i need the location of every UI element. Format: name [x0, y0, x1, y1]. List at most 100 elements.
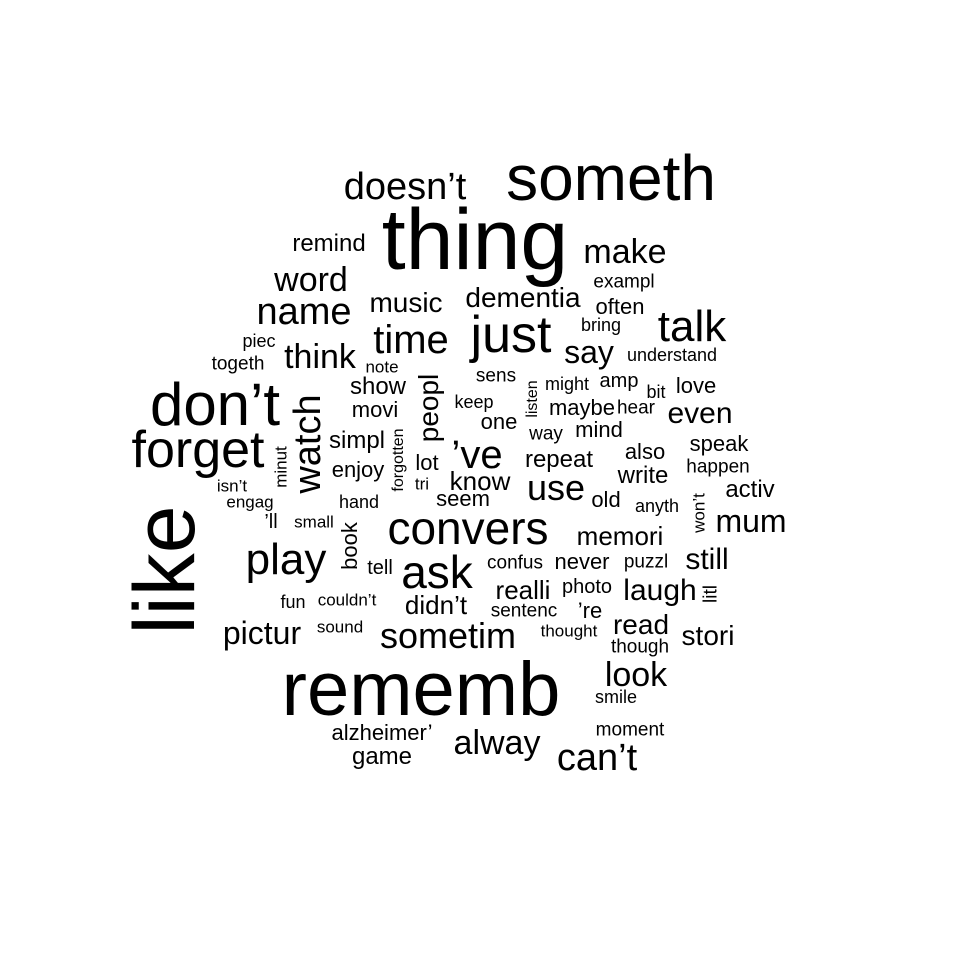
word: confus: [487, 552, 543, 574]
word: peopl: [413, 373, 444, 443]
word: remind: [292, 230, 366, 257]
word: often: [595, 294, 645, 319]
word: mind: [575, 417, 623, 442]
word: name: [256, 291, 352, 333]
word: moment: [595, 719, 665, 741]
word: play: [245, 535, 327, 584]
word: just: [470, 306, 552, 364]
word: listen: [524, 380, 541, 418]
word: litl: [700, 585, 722, 603]
word: talk: [657, 302, 727, 351]
word: make: [583, 233, 667, 271]
word: time: [373, 318, 449, 362]
word: dementia: [465, 282, 581, 313]
word: forgotten: [390, 428, 407, 492]
word: activ: [725, 476, 775, 503]
word: didn’t: [404, 590, 468, 620]
word: fun: [280, 592, 306, 612]
word: hear: [616, 397, 656, 419]
word: sound: [316, 617, 364, 637]
word: thought: [540, 621, 598, 641]
word: forget: [131, 421, 265, 479]
word: maybe: [548, 395, 616, 420]
word: engag: [226, 492, 274, 512]
word: pictur: [222, 615, 302, 651]
word: even: [667, 397, 733, 430]
word: couldn’t: [317, 590, 377, 610]
word: alzheimer’: [331, 720, 433, 745]
word: tri: [414, 474, 430, 494]
word: ’ve: [451, 433, 503, 477]
word: won’t: [689, 493, 709, 533]
word: one: [480, 409, 518, 434]
word: might: [544, 374, 590, 394]
word: thing: [381, 192, 569, 288]
word: show: [349, 373, 407, 400]
word: music: [369, 287, 443, 318]
word: sometim: [379, 615, 517, 656]
word: ’ll: [264, 511, 278, 533]
word: sens: [475, 365, 517, 387]
word: never: [554, 549, 610, 574]
word: amp: [599, 370, 639, 392]
word: can’t: [556, 737, 638, 779]
word: also: [624, 439, 666, 464]
word: bring: [580, 315, 622, 335]
word: like: [117, 505, 213, 635]
word: look: [604, 656, 668, 694]
word: minut: [271, 446, 291, 488]
word: old: [591, 487, 621, 512]
word: read: [612, 609, 670, 640]
word: know: [449, 466, 511, 496]
word: alway: [453, 724, 541, 762]
word: piec: [242, 331, 276, 351]
word: photo: [561, 576, 613, 598]
word: simpl: [328, 427, 386, 454]
word: happen: [686, 456, 750, 478]
word: don’t: [149, 371, 281, 438]
word: lot: [415, 450, 439, 475]
word: book: [337, 522, 362, 570]
word: movi: [351, 397, 399, 422]
word: though: [610, 636, 670, 658]
word: togeth: [211, 353, 265, 375]
word: enjoy: [331, 457, 385, 482]
word: sentenc: [490, 600, 558, 622]
word: someth: [506, 142, 716, 214]
word: repeat: [524, 446, 594, 473]
word: puzzl: [623, 551, 669, 573]
word: understand: [626, 345, 718, 365]
word: laugh: [623, 574, 697, 607]
word: note: [365, 357, 399, 377]
word: still: [685, 543, 729, 576]
word: keep: [454, 392, 494, 412]
word: speak: [689, 431, 749, 456]
word: ’re: [577, 598, 603, 623]
word: game: [351, 743, 413, 770]
word: convers: [387, 502, 549, 554]
word: think: [284, 338, 356, 376]
word: memori: [576, 521, 664, 551]
word: way: [529, 423, 563, 445]
word: smile: [594, 687, 638, 707]
word: small: [294, 512, 334, 532]
word: bit: [646, 382, 666, 402]
word: stori: [681, 620, 735, 651]
word: tell: [367, 557, 393, 579]
word: realli: [495, 575, 551, 605]
word: mum: [715, 503, 787, 539]
word: rememb: [281, 647, 561, 732]
word: watch: [287, 394, 329, 494]
word: say: [564, 334, 614, 370]
word: isn’t: [216, 476, 248, 496]
word: love: [675, 373, 717, 398]
word: seem: [436, 486, 490, 511]
word: doesn’t: [343, 166, 467, 208]
word: write: [617, 462, 669, 489]
word: word: [274, 261, 348, 299]
word: use: [526, 467, 586, 508]
word: exampl: [593, 271, 655, 293]
word: ask: [401, 546, 473, 598]
word: anyth: [634, 496, 680, 516]
